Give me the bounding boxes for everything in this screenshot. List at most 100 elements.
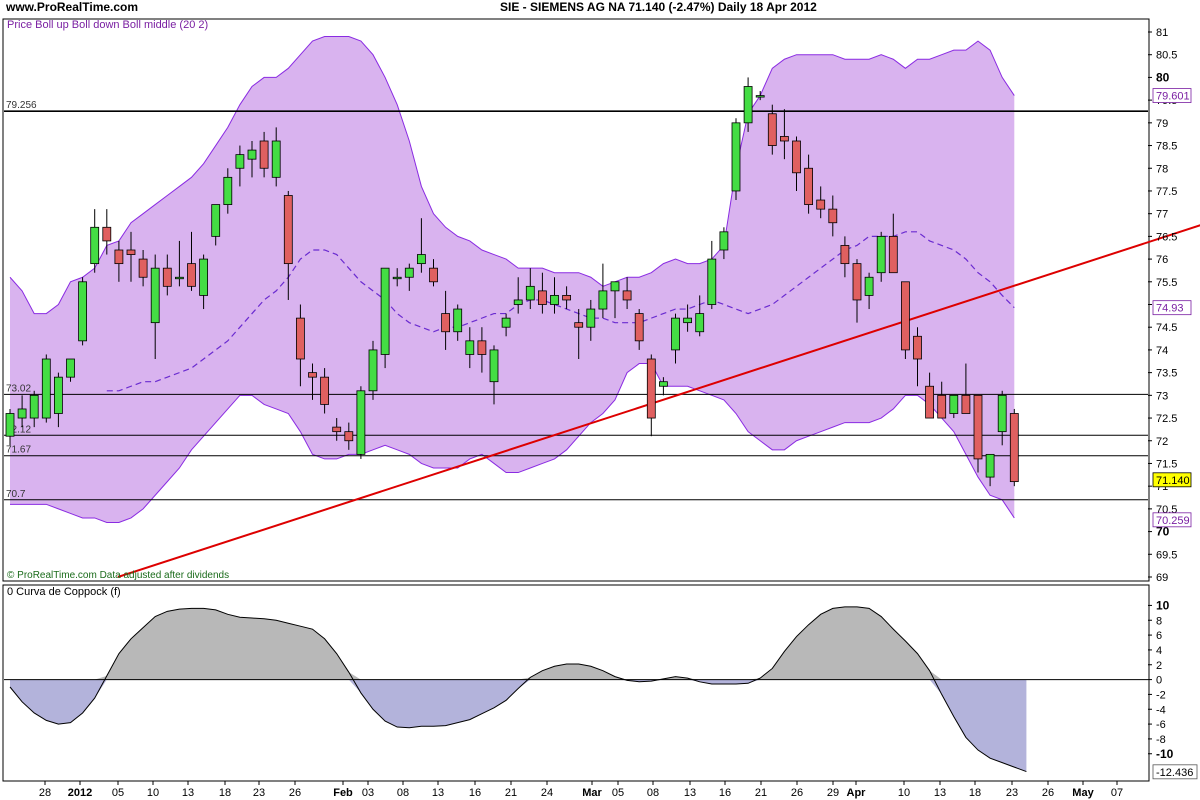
candle-body [816,199,826,210]
candle-body [453,308,463,333]
coppock-y-tick-label: -8 [1156,734,1166,746]
candle-body [719,231,729,251]
support-resistance-lines: 79.256 73.02 72.12 71.67 70.7 [4,100,1148,501]
x-tick-label: 07 [1111,787,1123,799]
candle-body [683,317,692,324]
candle-body [308,372,317,378]
candle-body [295,317,305,360]
level-label: 71.67 [6,445,31,456]
candle-body [271,140,281,178]
coppock-y-tick-label: 6 [1156,630,1162,642]
x-tick-label: 16 [469,787,481,799]
candle-body [332,426,342,433]
x-tick-label: Feb [333,787,353,799]
candle-body [235,154,245,169]
y-tick-label: 77 [1156,209,1168,221]
candle-body [78,281,87,342]
candle-body [356,390,366,455]
candle-body [416,254,426,265]
y-tick-label: 79 [1156,118,1168,130]
y-tick-label: 80 [1156,70,1170,84]
coppock-y-tick-label: 10 [1156,598,1170,612]
candle-body [126,249,136,255]
candle-body [695,313,705,333]
boll-down-line [10,363,1015,523]
candles [5,77,1019,487]
x-tick-label: 26 [1042,787,1054,799]
coppock-line [9,606,1027,773]
candle-body [441,313,451,333]
x-tick-label: 21 [755,787,767,799]
candle-body [913,335,922,360]
y-tick-label: 73 [1156,390,1168,402]
x-tick-label: 13 [684,787,696,799]
x-tick-label: 03 [362,787,374,799]
value-tag-label: 79.601 [1156,91,1190,103]
y-tick-label: 74.5 [1156,322,1177,334]
value-tag-box [1152,88,1192,103]
y-tick-label: 77.5 [1156,186,1177,198]
candle-body [368,349,378,392]
candle-body [804,167,813,205]
x-tick-label: 26 [791,787,803,799]
value-tag-label: 71.140 [1156,475,1190,487]
candle-body [187,263,196,287]
candle-body [888,235,898,274]
boll-up-line [9,36,1015,315]
y-tick-label: 72.5 [1156,413,1177,425]
level-label: 79.256 [6,100,37,111]
level-label: 72.12 [6,424,31,435]
x-tick-label: 10 [898,787,910,799]
candle-body [780,136,789,142]
x-tick-label: 24 [541,787,553,799]
level-label: 73.02 [6,383,31,394]
candle-body [114,249,124,265]
y-tick-label: 75.5 [1156,277,1177,289]
coppock-value-tag-box [1152,764,1198,780]
candle-body [429,267,438,283]
candle-body [211,204,221,237]
candle-body [985,453,995,478]
price-panel-frame [2,18,1150,582]
candle-body [283,195,293,265]
price-value-tags: 79.601 74.93 71.140 70.259 [1152,88,1192,528]
candle-body [731,122,741,192]
candle-body [247,149,257,160]
candle-body [949,394,959,414]
candle-body [501,317,511,328]
candle-body [622,290,632,301]
candle-body [465,340,475,355]
candle-body [380,267,390,355]
footer-note: © ProRealTime.com Data adjusted after di… [7,570,229,581]
candle-body [840,245,850,265]
value-tag-box [1152,300,1192,316]
candle-body [513,299,523,305]
x-tick-label: 10 [147,787,159,799]
value-tag-box [1152,472,1192,488]
candle-body [489,349,499,383]
y-tick-label: 74 [1156,345,1168,357]
site-link[interactable]: www.ProRealTime.com [6,0,139,14]
y-tick-label: 70 [1156,525,1170,539]
price-legend: Price Boll up Boll down Boll middle (20 … [7,19,208,31]
candle-body [792,140,801,174]
indicator-legend: 0 Curva de Coppock (f) [7,586,121,598]
coppock-y-tick-label: 0 [1156,675,1162,687]
y-tick-label: 81 [1156,27,1168,39]
x-tick-label: Apr [847,787,867,799]
candle-body [574,322,584,328]
x-tick-label: 18 [219,787,231,799]
x-tick-label: 05 [112,787,124,799]
coppock-y-tick-label: 2 [1156,660,1162,672]
candle-body [586,308,596,328]
x-tick-label: 13 [934,787,946,799]
candle-body [1009,413,1019,483]
x-tick-label: 21 [505,787,517,799]
x-tick-label: 18 [969,787,981,799]
candle-body [901,281,910,351]
x-tick-label: 26 [289,787,301,799]
coppock-positive-area [10,606,1027,680]
candle-body [937,394,947,419]
candle-body [223,176,233,205]
